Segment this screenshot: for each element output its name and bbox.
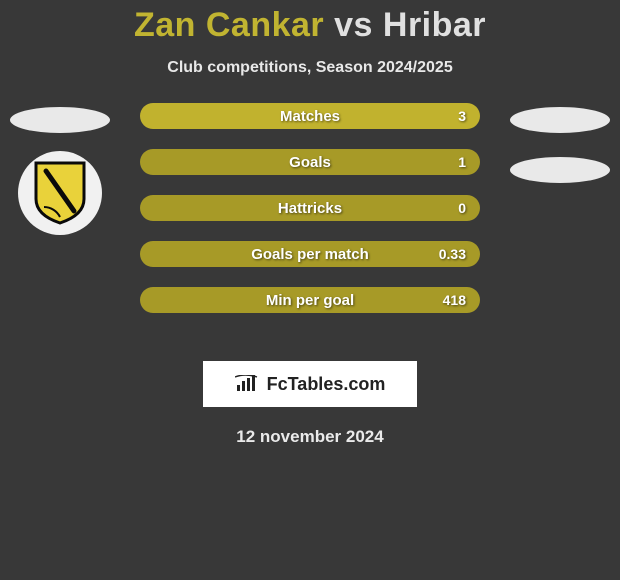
stat-bar: Matches 3 [140, 103, 480, 129]
stat-bars: Matches 3 Goals 1 Hattricks 0 Goals per match 0… [140, 103, 480, 313]
vs-label: vs Hribar [334, 6, 486, 44]
shield-icon [32, 161, 88, 225]
brand-label: FcTables.com [267, 374, 386, 395]
stat-bar: Goals 1 [140, 149, 480, 175]
stat-value: 1 [458, 154, 466, 170]
stat-label: Hattricks [278, 200, 342, 217]
stat-label: Goals [289, 154, 331, 171]
subtitle: Club competitions, Season 2024/2025 [0, 59, 620, 77]
player2-photo-placeholder [510, 107, 610, 133]
date-label: 12 november 2024 [0, 427, 620, 447]
stat-bar: Hattricks 0 [140, 195, 480, 221]
stat-label: Goals per match [251, 246, 369, 263]
comparison-card: Zan Cankar vs Hribar Club competitions, … [0, 0, 620, 447]
comparison-body: Matches 3 Goals 1 Hattricks 0 Goals per match 0… [0, 103, 620, 339]
stat-label: Min per goal [266, 292, 354, 309]
barchart-icon [235, 375, 259, 393]
player1-column [0, 103, 120, 235]
source-brand[interactable]: FcTables.com [203, 361, 417, 407]
stat-bar: Min per goal 418 [140, 287, 480, 313]
stat-label: Matches [280, 108, 340, 125]
player1-photo-placeholder [10, 107, 110, 133]
stat-bar: Goals per match 0.33 [140, 241, 480, 267]
stat-value: 0 [458, 200, 466, 216]
stat-value: 3 [458, 108, 466, 124]
player2-club-placeholder [510, 157, 610, 183]
stat-value: 0.33 [439, 246, 466, 262]
page-title: Zan Cankar vs Hribar [0, 6, 620, 45]
stat-value: 418 [443, 292, 466, 308]
player2-column [500, 103, 620, 183]
player1-club-badge [18, 151, 102, 235]
player1-name: Zan Cankar [134, 6, 324, 44]
